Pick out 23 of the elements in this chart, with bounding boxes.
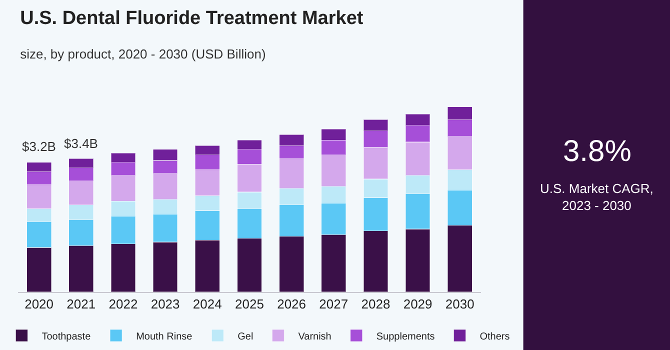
legend-label: Varnish: [298, 331, 332, 342]
legend-label: Toothpaste: [42, 331, 92, 342]
x-tick-label: 2027: [319, 296, 348, 312]
annotation: $3.4B: [64, 136, 98, 151]
legend-label: Supplements: [376, 331, 435, 342]
chart-subtitle: size, by product, 2020 - 2030 (USD Billion): [20, 46, 266, 62]
x-tick-label: 2023: [150, 296, 180, 312]
legend-label: Others: [480, 331, 510, 342]
x-tick-label: 2022: [108, 296, 138, 312]
x-tick-label: 2026: [277, 296, 306, 312]
x-tick-label: 2030: [445, 296, 474, 312]
x-tick-label: 2028: [361, 296, 390, 312]
legend-label: Mouth Rinse: [136, 331, 193, 342]
text: U.S. Market CAGR, 2023 - 2030: [540, 181, 654, 213]
annotation: $3.2B: [22, 139, 56, 154]
text: 3.8%: [563, 135, 632, 168]
chart-title: U.S. Dental Fluoride Treatment Market: [20, 8, 364, 29]
legend-label: Gel: [238, 331, 254, 342]
x-tick-label: 2029: [403, 296, 432, 312]
x-tick-label: 2021: [66, 296, 96, 312]
x-tick-label: 2024: [192, 296, 222, 312]
x-tick-label: 2020: [24, 296, 54, 312]
x-tick-label: 2025: [235, 296, 264, 312]
